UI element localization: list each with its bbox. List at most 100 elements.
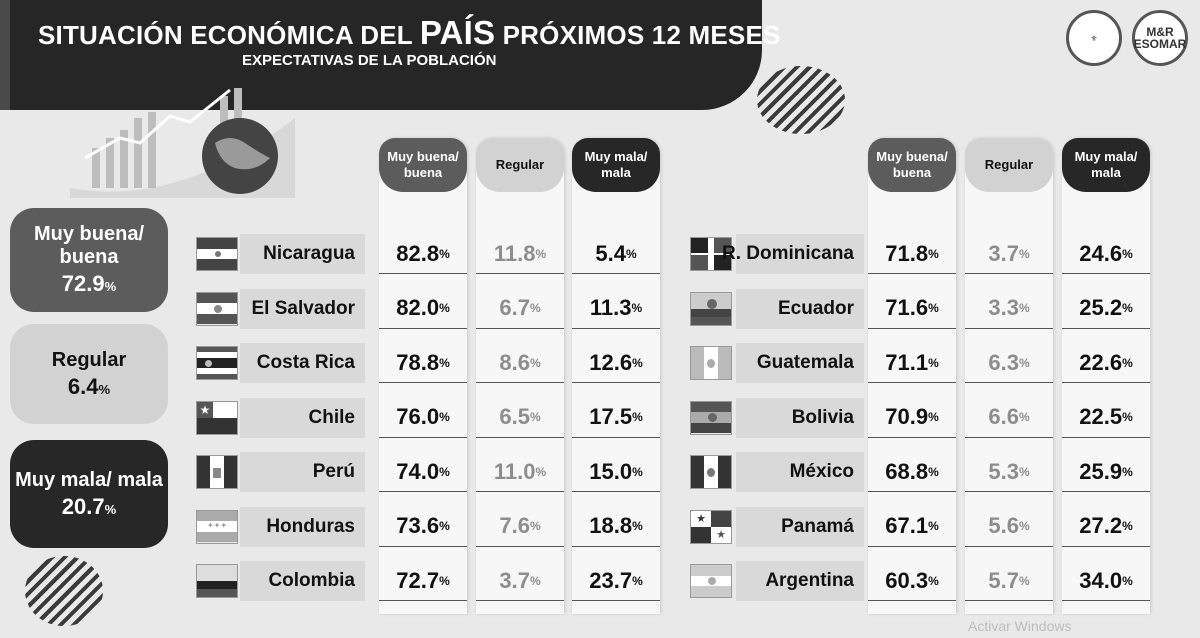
summary-good-label: Muy buena/ buena (33, 223, 144, 269)
value-r-dominicana-regular: 3.7% (965, 234, 1053, 274)
value-honduras-regular: 7.6% (476, 507, 564, 547)
striped-circle-bottom (25, 556, 103, 626)
flag-el-salvador-icon (196, 291, 238, 326)
value-argentina-buena: 60.3% (868, 561, 956, 601)
summary-regular-value: 6.4% (67, 373, 111, 399)
value-panama-regular: 5.6% (965, 507, 1053, 547)
value-ecuador-mala: 25.2% (1062, 289, 1150, 329)
value-nicaragua-buena: 82.8% (379, 234, 467, 274)
country-name-chile: Chile (240, 397, 365, 438)
left-column-bg-0 (379, 138, 467, 614)
value-nicaragua-mala: 5.4% (572, 234, 660, 274)
value-mexico-regular: 5.3% (965, 452, 1053, 492)
value-panama-mala: 27.2% (1062, 507, 1150, 547)
country-name-costa-rica: Costa Rica (240, 343, 365, 383)
left-column-header-muy-mala-mala: Muy mala/ mala (572, 138, 660, 192)
flag-costa-rica-icon (196, 346, 238, 380)
seal-logo: ⚜ (1066, 10, 1122, 66)
value-colombia-mala: 23.7% (572, 561, 660, 601)
right-column-header-muy-buena-buena: Muy buena/ buena (868, 138, 956, 192)
value-mexico-mala: 25.9% (1062, 452, 1150, 492)
summary-good-value: 72.9% (61, 271, 117, 297)
left-column-bg-2 (572, 138, 660, 614)
title-part-3: PRÓXIMOS 12 MESES (495, 20, 781, 50)
flag-r-dominicana-icon (690, 237, 732, 271)
value-colombia-regular: 3.7% (476, 561, 564, 601)
page-title: SITUACIÓN ECONÓMICA DEL PAÍS PRÓXIMOS 12… (38, 14, 781, 52)
flag-argentina-icon (690, 564, 732, 598)
summary-bad-label: Muy mala/ mala (15, 468, 163, 491)
flag-guatemala-icon (690, 346, 732, 380)
header-banner: SITUACIÓN ECONÓMICA DEL PAÍS PRÓXIMOS 12… (0, 0, 780, 110)
value-peru-buena: 74.0% (379, 452, 467, 492)
country-name-colombia: Colombia (240, 561, 365, 601)
value-peru-regular: 11.0% (476, 452, 564, 492)
value-honduras-buena: 73.6% (379, 507, 467, 547)
flag-panama-icon: ★ ★ (690, 509, 732, 544)
seal-icon: ⚜ (1090, 33, 1098, 43)
summary-good: Muy buena/ buena 72.9% (10, 208, 168, 312)
value-bolivia-buena: 70.9% (868, 398, 956, 438)
value-guatemala-buena: 71.1% (868, 343, 956, 383)
flag-nicaragua-icon (196, 237, 238, 271)
summary-bad: Muy mala/ mala 20.7% (10, 440, 168, 548)
growth-globe-graphic (70, 88, 295, 198)
right-column-bg-2 (1062, 138, 1150, 614)
value-chile-buena: 76.0% (379, 398, 467, 438)
summary-regular-label: Regular (51, 348, 127, 371)
country-name-bolivia: Bolivia (736, 397, 864, 438)
value-nicaragua-regular: 11.8% (476, 234, 564, 274)
right-column-header-regular: Regular (965, 138, 1053, 192)
country-name-r-dominicana: R. Dominicana (722, 234, 864, 274)
mr-esomar-logo: M&R ESOMAR (1132, 10, 1188, 66)
value-bolivia-regular: 6.6% (965, 398, 1053, 438)
country-name-mexico: México (736, 452, 864, 492)
value-r-dominicana-buena: 71.8% (868, 234, 956, 274)
country-name-peru: Perú (240, 452, 365, 492)
flag-chile-icon: ★ (196, 400, 238, 435)
value-r-dominicana-mala: 24.6% (1062, 234, 1150, 274)
summary-bad-value: 20.7% (61, 493, 117, 519)
country-name-el-salvador: El Salvador (240, 288, 365, 329)
country-name-guatemala: Guatemala (736, 343, 864, 383)
flag-mexico-icon (690, 455, 732, 489)
value-peru-mala: 15.0% (572, 452, 660, 492)
flag-bolivia-icon (690, 400, 732, 435)
title-part-1: SITUACIÓN ECONÓMICA DEL (38, 20, 420, 50)
flag-peru-icon (196, 455, 238, 489)
value-guatemala-mala: 22.6% (1062, 343, 1150, 383)
value-colombia-buena: 72.7% (379, 561, 467, 601)
right-column-bg-0 (868, 138, 956, 614)
title-part-2: PAÍS (419, 14, 496, 51)
left-column-header-regular: Regular (476, 138, 564, 192)
left-column-bg-1 (476, 138, 564, 614)
value-costa-rica-regular: 8.6% (476, 343, 564, 383)
value-el-salvador-regular: 6.7% (476, 289, 564, 329)
flag-honduras-icon: ✦✦✦ (196, 509, 238, 544)
value-argentina-regular: 5.7% (965, 561, 1053, 601)
value-guatemala-regular: 6.3% (965, 343, 1053, 383)
page-subtitle: EXPECTATIVAS DE LA POBLACIÓN (242, 52, 497, 69)
value-el-salvador-buena: 82.0% (379, 289, 467, 329)
value-mexico-buena: 68.8% (868, 452, 956, 492)
value-panama-buena: 67.1% (868, 507, 956, 547)
striped-circle-top (757, 66, 845, 134)
value-costa-rica-mala: 12.6% (572, 343, 660, 383)
logos-area: ⚜ M&R ESOMAR (1066, 10, 1188, 66)
value-ecuador-buena: 71.6% (868, 289, 956, 329)
value-chile-regular: 6.5% (476, 398, 564, 438)
flag-ecuador-icon (690, 291, 732, 326)
value-honduras-mala: 18.8% (572, 507, 660, 547)
right-column-header-muy-mala-mala: Muy mala/ mala (1062, 138, 1150, 192)
value-argentina-mala: 34.0% (1062, 561, 1150, 601)
value-costa-rica-buena: 78.8% (379, 343, 467, 383)
summary-regular: Regular 6.4% (10, 324, 168, 424)
value-ecuador-regular: 3.3% (965, 289, 1053, 329)
right-column-bg-1 (965, 138, 1053, 614)
country-name-honduras: Honduras (240, 506, 365, 547)
header-accent-strip (0, 0, 10, 110)
value-chile-mala: 17.5% (572, 398, 660, 438)
value-el-salvador-mala: 11.3% (572, 289, 660, 329)
left-column-header-muy-buena-buena: Muy buena/ buena (379, 138, 467, 192)
windows-watermark: Activar Windows (968, 618, 1072, 634)
